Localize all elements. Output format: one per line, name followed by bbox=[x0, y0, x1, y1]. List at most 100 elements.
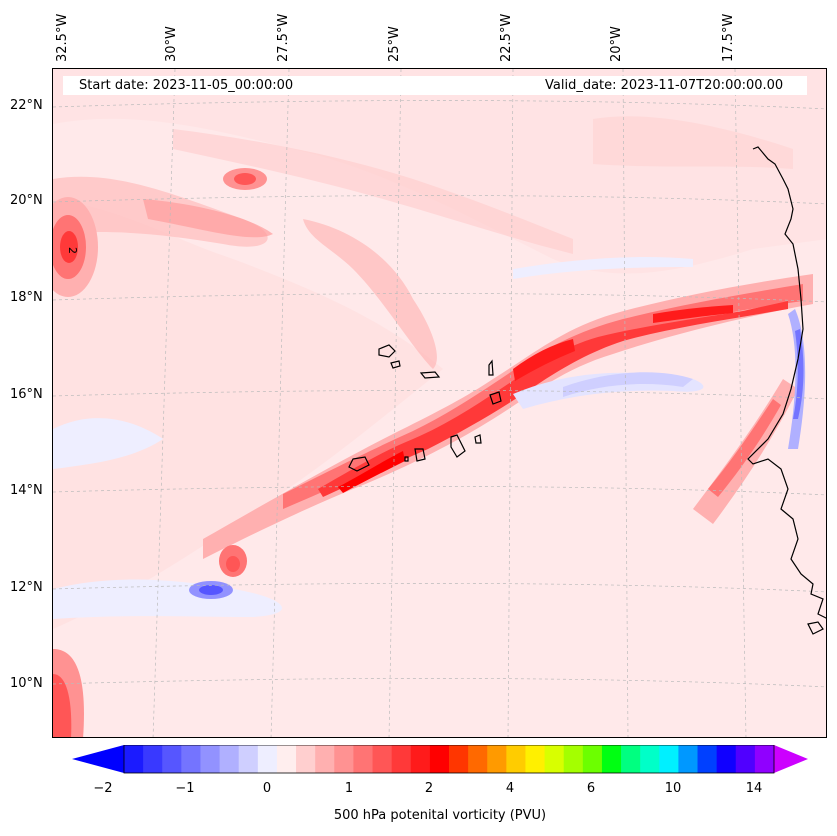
lon-label-17-5w: 17.5°W bbox=[721, 13, 736, 62]
colorbar-swatch bbox=[410, 745, 431, 773]
gridline-lat-16n bbox=[53, 390, 826, 400]
pv-negative-band-coast-core bbox=[793, 329, 804, 419]
colorbar-over-arrow bbox=[774, 745, 808, 773]
gridline-lat-14n bbox=[53, 486, 826, 496]
lon-label-27-5w: 27.5°W bbox=[276, 13, 291, 62]
pv-max-north-small-inner bbox=[234, 173, 256, 185]
colorbar-swatch bbox=[124, 745, 144, 773]
lat-label-20n: 20°N bbox=[10, 193, 43, 208]
pv-ribbon-strongest bbox=[338, 451, 405, 493]
gridline-lon-30w bbox=[152, 69, 176, 737]
colorbar-swatch bbox=[315, 745, 335, 773]
lat-label-12n: 12°N bbox=[10, 580, 43, 595]
pv-negative-band-south-west bbox=[53, 579, 282, 619]
gridline-lat-22n bbox=[53, 100, 826, 110]
pv-field-map: 2 bbox=[53, 69, 826, 737]
contour-annotation: 2 bbox=[66, 247, 79, 254]
colorbar bbox=[72, 745, 808, 774]
lon-label-30w: 30°W bbox=[164, 26, 179, 62]
colorbar-outline bbox=[123, 745, 775, 774]
colorbar-tick-2: 0 bbox=[262, 781, 272, 796]
colorbar-swatch bbox=[678, 745, 699, 773]
colorbar-swatch bbox=[601, 745, 622, 773]
colorbar-swatch bbox=[257, 745, 278, 773]
colorbar-tick-7: 10 bbox=[664, 781, 682, 796]
colorbar-swatch bbox=[487, 745, 507, 773]
lon-label-20w: 20°W bbox=[609, 26, 624, 62]
colorbar-swatch bbox=[296, 745, 316, 773]
pv-negative-band-south-2 bbox=[563, 372, 693, 397]
map-panel: 2 bbox=[52, 68, 827, 738]
colorbar-swatch bbox=[219, 745, 240, 773]
colorbar-tick-0: −2 bbox=[93, 781, 113, 796]
gridline-lon-17-5w bbox=[734, 69, 747, 737]
pv-negative-band-north bbox=[513, 257, 693, 279]
colorbar-swatch bbox=[391, 745, 412, 773]
colorbar-swatches bbox=[124, 745, 775, 773]
gridline-lat-20n bbox=[53, 195, 826, 205]
lat-label-22n: 22°N bbox=[10, 98, 43, 113]
colorbar-swatch bbox=[181, 745, 201, 773]
gridline-lon-22-5w bbox=[507, 69, 514, 737]
pv-contour-pink-north-band bbox=[173, 129, 573, 254]
colorbar-swatch bbox=[200, 745, 221, 773]
colorbar-swatch bbox=[276, 745, 297, 773]
colorbar-swatch bbox=[468, 745, 488, 773]
pv-max-southwest-inner bbox=[53, 674, 72, 737]
graticule bbox=[53, 69, 826, 737]
island-fogo bbox=[414, 448, 426, 462]
lon-label-22-5w: 22.5°W bbox=[499, 13, 514, 62]
colorbar-tick-8: 14 bbox=[745, 781, 763, 796]
cape-verde-islands bbox=[348, 344, 502, 472]
colorbar-swatch bbox=[506, 745, 526, 773]
pv-max-west-edge-inner bbox=[60, 231, 78, 263]
pv-contour-pink-nw-2 bbox=[143, 199, 273, 238]
island-maio bbox=[474, 434, 482, 444]
island-sal bbox=[488, 359, 494, 376]
colorbar-swatch bbox=[143, 745, 163, 773]
colorbar-swatch bbox=[162, 745, 182, 773]
colorbar-swatch bbox=[754, 745, 775, 773]
gridline-lat-10n bbox=[53, 678, 826, 688]
lat-label-10n: 10°N bbox=[10, 676, 43, 691]
lat-label-14n: 14°N bbox=[10, 483, 43, 498]
pv-negative-band-west bbox=[53, 418, 163, 469]
island-santo-antao bbox=[378, 344, 396, 358]
gridline-lon-25w bbox=[388, 69, 402, 737]
lon-label-25w: 25°W bbox=[387, 26, 402, 62]
island-santiago bbox=[450, 434, 466, 458]
colorbar-swatch bbox=[621, 745, 641, 773]
colorbar-tick-6: 6 bbox=[586, 781, 596, 796]
valid-date-label: Valid_date: 2023-11-07T20:00:00.00 bbox=[545, 78, 784, 93]
colorbar-tick-1: −1 bbox=[175, 781, 195, 796]
pv-contour-pink-nw-3 bbox=[303, 219, 437, 369]
colorbar-swatch bbox=[334, 745, 354, 773]
colorbar-label: 500 hPa potenital vorticity (PVU) bbox=[333, 808, 547, 823]
pv-ribbon-strongest-east bbox=[513, 339, 575, 381]
gridline-lat-18n bbox=[53, 293, 826, 303]
colorbar-swatch bbox=[640, 745, 660, 773]
colorbar-swatch bbox=[659, 745, 679, 773]
africa-inlet bbox=[807, 621, 824, 635]
colorbar-tick-5: 4 bbox=[505, 781, 515, 796]
pv-ribbon-outer-light bbox=[203, 274, 813, 559]
island-small-west bbox=[348, 456, 370, 472]
lat-label-18n: 18°N bbox=[10, 290, 43, 305]
lat-label-16n: 16°N bbox=[10, 387, 43, 402]
gridline-lon-20w bbox=[622, 69, 629, 737]
island-sao-vicente bbox=[390, 360, 401, 369]
start-date-label: Start date: 2023-11-05_00:00:00 bbox=[79, 78, 294, 93]
lon-label-32-5w: 32.5°W bbox=[55, 13, 70, 62]
colorbar-swatch bbox=[697, 745, 718, 773]
pv-max-south-blob-inner bbox=[226, 556, 240, 572]
colorbar-swatch bbox=[372, 745, 393, 773]
africa-coastline bbox=[747, 146, 826, 619]
pv-coastal-band-core bbox=[708, 399, 781, 497]
colorbar-swatch bbox=[525, 745, 546, 773]
colorbar-tick-4: 2 bbox=[424, 781, 434, 796]
colorbar-swatch bbox=[544, 745, 565, 773]
header-strip bbox=[63, 76, 807, 95]
colorbar-swatch bbox=[238, 745, 259, 773]
colorbar-swatch bbox=[449, 745, 469, 773]
pv-contour-pink-ne bbox=[593, 116, 793, 169]
